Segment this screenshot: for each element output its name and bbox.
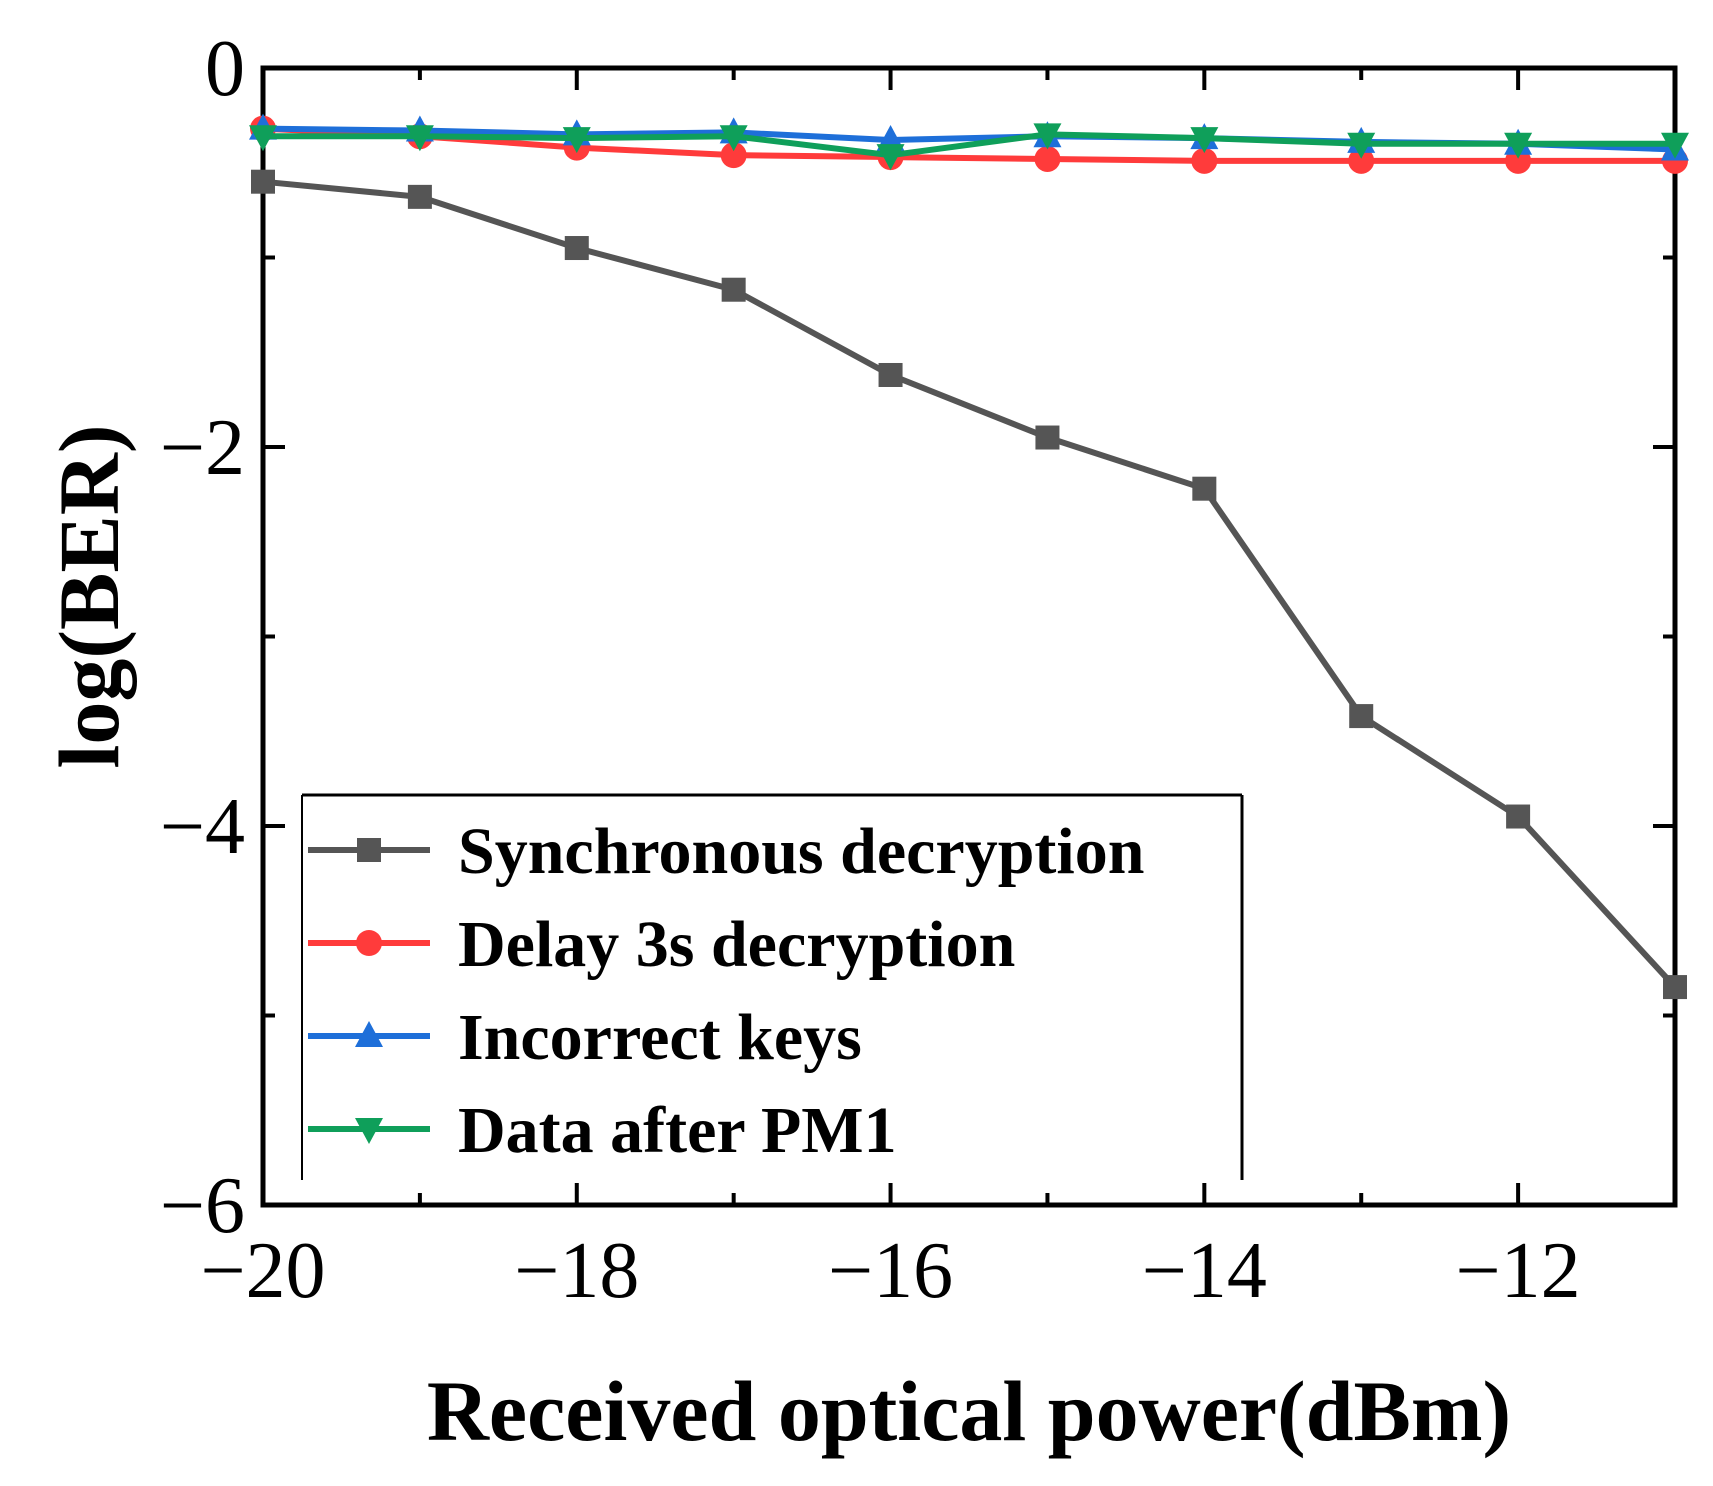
data-point <box>878 362 903 387</box>
legend-label: Incorrect keys <box>458 1001 862 1074</box>
x-tick-label: −18 <box>514 1227 639 1315</box>
legend-entry-0: Synchronous decryption <box>308 815 1144 888</box>
data-point <box>1034 145 1061 172</box>
data-point <box>405 125 434 152</box>
legend-label: Delay 3s decryption <box>458 908 1015 981</box>
y-axis-title: log(BER) <box>41 425 137 769</box>
data-point <box>249 125 277 152</box>
data-point <box>1192 476 1217 501</box>
series-line <box>263 131 1675 159</box>
x-tick-label: −16 <box>828 1227 953 1315</box>
y-tick-label: −4 <box>160 783 245 871</box>
legend-entry-3: Data after PM1 <box>308 1094 897 1167</box>
legend-label: Data after PM1 <box>458 1094 897 1167</box>
data-point <box>1347 132 1376 159</box>
series-3 <box>249 123 1689 171</box>
legend-swatch-marker <box>356 930 382 956</box>
x-axis-title: Received optical power(dBm) <box>427 1363 1511 1459</box>
y-tick-label: −2 <box>160 404 245 492</box>
y-tick-label: −6 <box>160 1162 245 1250</box>
legend-swatch-marker <box>355 1118 383 1144</box>
legend-swatch-marker <box>355 1021 383 1047</box>
series-line <box>262 178 1678 990</box>
y-tick-label: 0 <box>205 25 245 113</box>
series-line <box>262 125 1675 164</box>
data-point <box>719 125 748 152</box>
data-point <box>1504 132 1533 159</box>
legend-label: Synchronous decryption <box>458 815 1144 888</box>
data-point <box>1035 425 1060 450</box>
data-point <box>1661 132 1689 159</box>
data-point <box>1663 975 1687 1000</box>
data-point <box>1348 147 1375 174</box>
legend-swatch-marker <box>357 838 381 862</box>
data-point <box>407 184 432 209</box>
x-tick-label: −14 <box>1142 1227 1267 1315</box>
data-point <box>562 127 591 154</box>
legend-entry-1: Delay 3s decryption <box>308 908 1015 981</box>
data-point <box>721 277 746 302</box>
series-0 <box>251 169 1687 1000</box>
data-point <box>876 144 905 171</box>
legend-entry-2: Incorrect keys <box>308 1001 862 1074</box>
data-point <box>251 169 275 194</box>
data-point <box>1506 804 1531 829</box>
data-point <box>720 142 747 169</box>
data-point <box>1349 704 1374 729</box>
x-tick-label: −12 <box>1456 1227 1581 1315</box>
data-point <box>1190 127 1219 154</box>
data-point <box>1033 123 1062 150</box>
data-point <box>564 236 589 261</box>
x-tick-label: −20 <box>200 1227 325 1315</box>
data-point <box>1191 147 1218 174</box>
